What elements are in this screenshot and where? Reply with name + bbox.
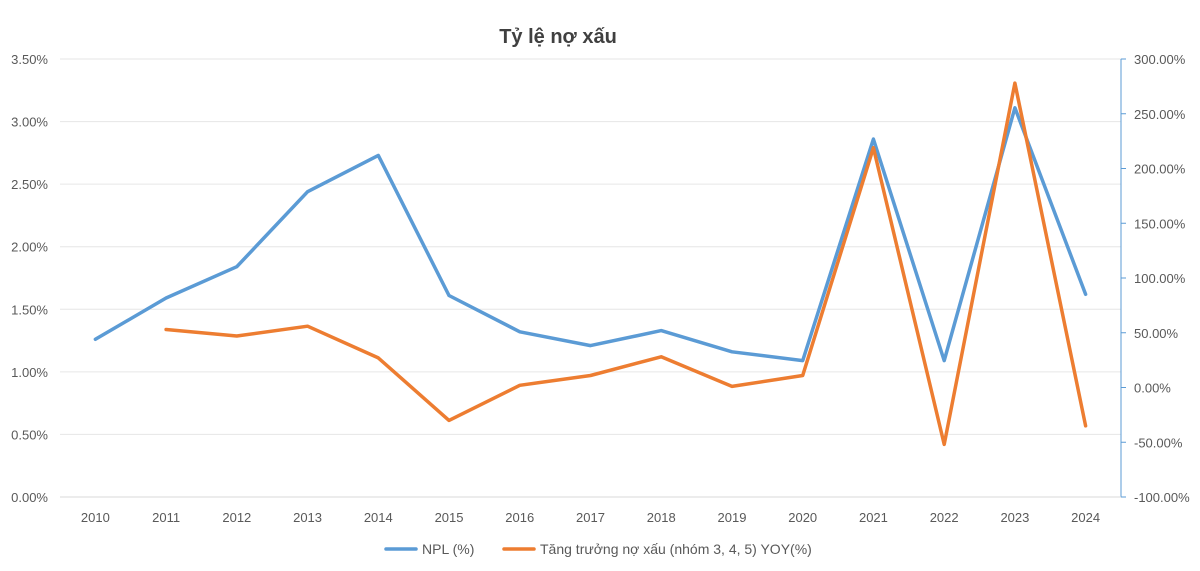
x-tick-label: 2014 — [364, 510, 393, 525]
left-tick-label: 3.00% — [11, 115, 48, 130]
chart-title: Tỷ lệ nợ xấu — [499, 26, 617, 48]
left-tick-label: 2.00% — [11, 240, 48, 255]
left-axis: 0.00% 0.50% 1.00% 1.50% 2.00% 2.50% 3.00% 3.50% — [11, 52, 48, 505]
series-line-1 — [93, 106, 1088, 363]
right-tick-label: 250.00% — [1134, 107, 1186, 122]
series-line-2 — [164, 81, 1088, 447]
right-tick-label: -100.00% — [1134, 490, 1190, 505]
x-tick-label: 2012 — [222, 510, 251, 525]
right-tick-label: 300.00% — [1134, 52, 1186, 67]
right-tick-label: 50.00% — [1134, 326, 1179, 341]
right-tick-label: 0.00% — [1134, 381, 1171, 396]
x-tick-label: 2010 — [81, 510, 110, 525]
left-tick-label: 3.50% — [11, 52, 48, 67]
legend-label: Tăng trưởng nợ xấu (nhóm 3, 4, 5) YOY(%) — [540, 541, 812, 557]
left-tick-label: 0.00% — [11, 490, 48, 505]
x-tick-label: 2016 — [505, 510, 534, 525]
legend: NPL (%) Tăng trưởng nợ xấu (nhóm 3, 4, 5)… — [384, 541, 812, 557]
x-tick-label: 2019 — [718, 510, 747, 525]
x-tick-label: 2023 — [1000, 510, 1029, 525]
right-tick-label: 150.00% — [1134, 216, 1186, 231]
x-tick-label: 2022 — [930, 510, 959, 525]
right-tick-label: 200.00% — [1134, 162, 1186, 177]
x-tick-label: 2018 — [647, 510, 676, 525]
left-tick-label: 0.50% — [11, 427, 48, 442]
left-tick-label: 1.00% — [11, 365, 48, 380]
x-tick-label: 2015 — [435, 510, 464, 525]
left-tick-label: 2.50% — [11, 177, 48, 192]
x-tick-label: 2020 — [788, 510, 817, 525]
x-tick-label: 2017 — [576, 510, 605, 525]
series-group — [93, 81, 1088, 447]
x-axis: 2010 2011 2012 2013 2014 2015 2016 2017 2018 2019… — [81, 510, 1100, 525]
right-axis: -100.00% -50.00% 0.00% 50.00% 100.00% 150.00%… — [1120, 52, 1190, 505]
left-tick-label: 1.50% — [11, 302, 48, 317]
gridlines — [60, 58, 1121, 435]
x-tick-label: 2021 — [859, 510, 888, 525]
right-tick-label: 100.00% — [1134, 271, 1186, 286]
legend-label: NPL (%) — [422, 541, 474, 557]
x-tick-label: 2011 — [152, 510, 180, 525]
right-tick-label: -50.00% — [1134, 435, 1183, 450]
x-tick-label: 2013 — [293, 510, 322, 525]
x-tick-label: 2024 — [1071, 510, 1100, 525]
